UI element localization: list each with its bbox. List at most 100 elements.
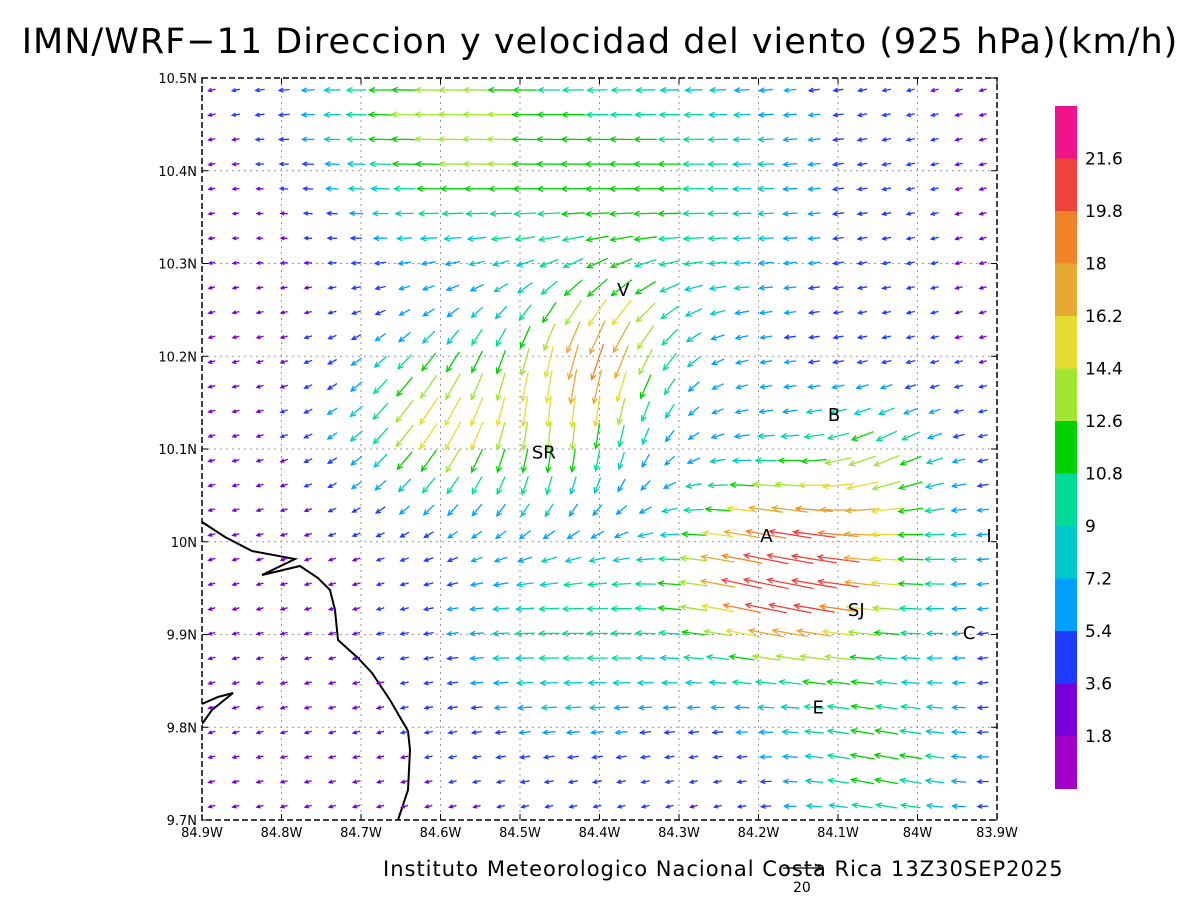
wind-vector (351, 754, 361, 760)
wind-vector (279, 433, 289, 439)
wind-vector (881, 161, 892, 167)
wind-vector (778, 678, 802, 686)
wind-vector (544, 804, 554, 809)
wind-vector (444, 260, 461, 267)
lon-tick-label: 84.5W (499, 826, 541, 841)
wind-vector (469, 680, 484, 686)
wind-vector (707, 111, 727, 118)
wind-vector (711, 408, 724, 415)
wind-vector (537, 630, 560, 637)
wind-vector (397, 285, 411, 291)
wind-vector (326, 235, 338, 241)
wind-vector (207, 680, 216, 686)
wind-vector (231, 754, 240, 760)
wind-vector (897, 580, 923, 587)
wind-vector (515, 679, 534, 687)
wind-vector (569, 476, 577, 496)
wind-vector (850, 703, 874, 710)
wind-vector (831, 384, 845, 390)
wind-vector (255, 754, 264, 760)
wind-vector (707, 136, 728, 143)
wind-vector (657, 160, 682, 168)
wind-vector (591, 779, 603, 785)
wind-vector (255, 236, 264, 241)
wind-vector (351, 779, 361, 784)
wind-vector (422, 631, 434, 637)
wind-vector (470, 705, 483, 711)
wind-vector (590, 530, 605, 539)
wind-vector (279, 359, 288, 364)
wind-vector (421, 352, 437, 372)
wind-vector (702, 628, 732, 637)
wind-vector (790, 577, 837, 589)
wind-vector (634, 280, 657, 295)
wind-vector (929, 87, 939, 93)
wind-vector (303, 310, 312, 315)
wind-vector (780, 703, 800, 711)
wind-vector (471, 350, 483, 374)
wind-vector (399, 631, 409, 636)
wind-vector (817, 530, 859, 538)
wind-vector (756, 185, 775, 193)
wind-vector (470, 729, 482, 735)
wind-vector (832, 285, 844, 291)
place-label: C (963, 623, 976, 644)
wind-vector (832, 309, 844, 315)
wind-vector (326, 358, 338, 365)
wind-vector (635, 556, 655, 563)
wind-vector (722, 602, 761, 614)
wind-vector (826, 703, 850, 710)
wind-vector (686, 356, 701, 368)
wind-vector (586, 278, 608, 298)
wind-vector (345, 86, 367, 94)
wind-vector (733, 87, 750, 94)
reference-vector: 20 (783, 863, 823, 896)
colorbar-segment (1055, 526, 1077, 579)
wind-vector (442, 235, 462, 242)
wind-vector (954, 285, 963, 290)
wind-vector (561, 630, 585, 637)
wind-vector (279, 557, 288, 562)
colorbar-segment (1055, 263, 1077, 317)
coastline (202, 521, 412, 820)
wind-vector (231, 384, 240, 389)
wind-vector (255, 359, 264, 364)
wind-vector (399, 557, 410, 562)
wind-vector (279, 335, 288, 340)
wind-vector (277, 87, 290, 93)
wind-vector (470, 530, 483, 539)
wind-vector (516, 282, 533, 294)
wind-vector (616, 779, 627, 785)
wind-vector (492, 581, 509, 588)
wind-vector (954, 236, 963, 241)
wind-vector (438, 86, 467, 94)
wind-vector (660, 679, 678, 686)
wind-vector (279, 409, 289, 414)
wind-vector (588, 556, 606, 564)
wind-vector (708, 284, 727, 292)
wind-vector (766, 552, 814, 565)
wind-vector (929, 186, 939, 192)
wind-vector (821, 482, 855, 490)
wind-vector (849, 752, 875, 760)
wind-vector (881, 87, 891, 93)
wind-vector (711, 383, 724, 390)
wind-vector (538, 654, 560, 662)
wind-vector (520, 503, 530, 518)
wind-vector (870, 555, 903, 562)
wind-vector (873, 629, 899, 637)
wind-vector (610, 630, 632, 637)
wind-vector (327, 482, 337, 488)
wind-vector (207, 804, 216, 809)
wind-vector (398, 505, 411, 515)
wind-vector (255, 409, 264, 414)
wind-vector (327, 730, 336, 735)
wind-vector (303, 433, 313, 439)
wind-vector (585, 111, 609, 118)
wind-vector (608, 160, 634, 168)
wind-vector (897, 555, 924, 563)
wind-vector (231, 433, 240, 439)
wind-vector (515, 259, 534, 268)
wind-vector (372, 378, 388, 395)
wind-vector (954, 87, 963, 93)
